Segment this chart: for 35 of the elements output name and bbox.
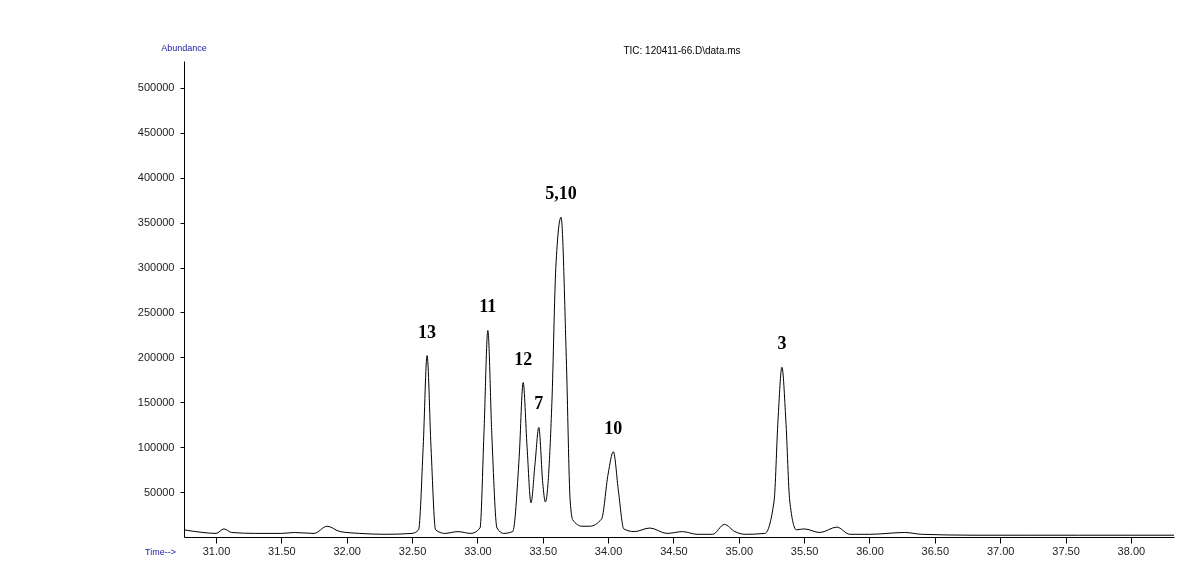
x-tick-label: 31.50 [268, 544, 296, 557]
y-tick-label: 250000 [137, 305, 175, 318]
x-tick-label: 33.50 [529, 544, 558, 557]
annotation: 11 [479, 296, 497, 317]
annotation: 13 [418, 321, 437, 342]
x-tick-label: 38.00 [1117, 544, 1146, 557]
y-tick-label: 150000 [137, 395, 175, 408]
y-tick-label: 500000 [137, 81, 175, 94]
annotation: 12 [514, 348, 533, 369]
x-tick-label: 37.50 [1052, 544, 1080, 557]
annotation: 5,10 [545, 183, 577, 204]
y-tick-label: 50000 [143, 485, 175, 498]
y-tick-label: 350000 [137, 216, 175, 229]
y-tick-label: 400000 [137, 171, 175, 184]
y-tick-label: 200000 [137, 350, 175, 363]
x-tick-label: 35.00 [725, 544, 754, 557]
annotation: 3 [777, 333, 787, 354]
x-tick-label: 35.50 [790, 544, 819, 557]
annotation: 10 [604, 417, 623, 438]
x-tick-label: 31.00 [202, 544, 231, 557]
y-tick-label: 100000 [137, 440, 175, 453]
y-tick-label: 450000 [137, 126, 175, 139]
x-tick-label: 32.50 [398, 544, 427, 557]
x-tick-label: 33.00 [464, 544, 492, 557]
annotation: 7 [534, 393, 544, 414]
x-tick-label: 32.00 [333, 544, 361, 557]
chart-title: TIC: 120411-66.D\data.ms [623, 45, 741, 56]
y-tick-label: 300000 [137, 261, 175, 274]
x-tick-label: 36.00 [856, 544, 884, 557]
x-tick-label: 36.50 [921, 544, 950, 557]
x-tick-label: 34.00 [594, 544, 623, 557]
y-axis-title: Abundance [161, 43, 207, 53]
x-tick-label: 37.00 [986, 544, 1015, 557]
x-tick-label: 34.50 [660, 544, 688, 557]
x-axis-title: Time--> [145, 547, 176, 557]
